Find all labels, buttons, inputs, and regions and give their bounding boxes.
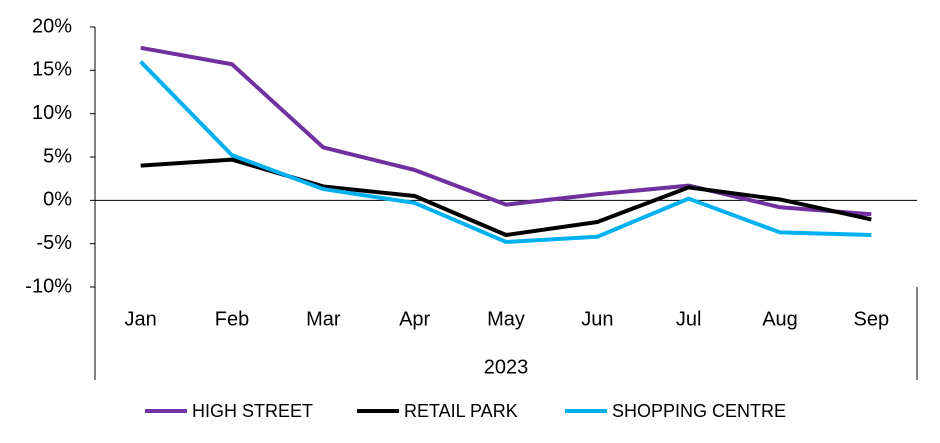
series-line <box>139 60 872 244</box>
x-tick-label: Mar <box>306 308 341 330</box>
x-tick-label: May <box>487 308 525 330</box>
y-tick-label: 5% <box>43 145 72 167</box>
x-tick-label: Jun <box>581 308 613 330</box>
x-tick-label: Jan <box>125 308 157 330</box>
y-tick-label: 10% <box>32 102 72 124</box>
y-tick-label: -5% <box>36 232 72 254</box>
x-tick-label: Sep <box>854 308 890 330</box>
y-tick-label: -10% <box>25 275 72 297</box>
y-tick-label: 15% <box>32 59 72 81</box>
y-tick-label: 0% <box>43 189 72 211</box>
x-tick-label: Jul <box>676 308 702 330</box>
x-group-label: 2023 <box>484 356 529 378</box>
x-tick-label: Aug <box>762 308 798 330</box>
series-line <box>140 45 872 217</box>
x-tick-label: Apr <box>399 308 430 330</box>
legend-label: HIGH STREET <box>192 401 313 421</box>
y-tick-label: 20% <box>32 15 72 37</box>
x-tick-label: Feb <box>215 308 249 330</box>
legend-label: RETAIL PARK <box>404 401 518 421</box>
legend-label: SHOPPING CENTRE <box>612 401 786 421</box>
